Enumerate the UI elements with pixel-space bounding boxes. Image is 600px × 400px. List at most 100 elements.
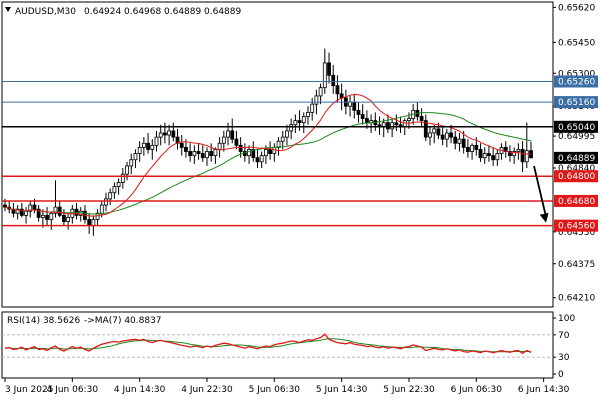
candle-body [520,149,525,163]
candle-body [125,165,129,175]
candle-body [213,149,218,157]
candle-body [196,151,201,154]
level-label-box [554,75,598,88]
candle-body [112,186,117,194]
candle-body [508,151,512,157]
candle-body [314,95,319,105]
candle-body [449,132,453,138]
candle-body [49,212,54,220]
candle-body [45,214,49,220]
candle [478,143,483,162]
candle-body [436,128,441,136]
candle-body [352,101,357,111]
candle-body [163,132,167,136]
candle-body [331,74,336,87]
candle-body [251,149,256,159]
candle [146,132,150,154]
candle-body [297,120,302,124]
chart-symbol: AUDUSD,M30 [15,7,76,17]
price-panel: 0.656200.654500.653000.651400.649950.648… [1,1,598,308]
candle [150,139,155,160]
candle-body [24,210,28,216]
candle [158,124,163,146]
candle-body [133,153,138,161]
candle-body [141,142,146,148]
candle [470,143,474,160]
candle-body [116,182,121,187]
candle-body [179,142,184,148]
candle-body [394,122,399,126]
candle [453,130,458,150]
collapse-triangle-icon[interactable] [5,7,11,12]
candle [57,200,62,218]
candle [301,112,306,133]
time-tick-label: 6 Jun 06:30 [451,385,503,395]
candle-body [234,138,239,146]
candle [293,114,298,133]
time-tick-label: 3 Jun 2025 [5,385,53,395]
candle-body [327,62,331,76]
candle [516,143,521,160]
candle-body [453,136,458,144]
candle [125,161,129,181]
candle-body [36,208,41,218]
candle-body [171,130,176,138]
candle [49,211,54,230]
candle [129,153,134,175]
candle [209,143,214,162]
price-tick-label: 0.65300 [558,69,595,79]
candle-body [146,142,150,150]
candle-body [335,85,340,95]
chart-close: 0.64889 [204,7,241,17]
price-tick-label: 0.64995 [558,132,595,142]
candle [259,151,264,168]
level-label: 0.65160 [558,98,595,108]
candle-body [104,198,108,206]
candle-body [457,138,462,144]
candle-body [188,151,193,157]
candle [230,118,235,144]
level-label: 0.64680 [558,197,595,207]
candle-body [53,206,58,214]
rsi-tick-label: 100 [558,314,575,324]
candle [491,147,496,166]
price-tick-label: 0.64375 [558,260,595,270]
candle [465,139,470,158]
candle [322,48,327,94]
candle-body [301,116,306,124]
candle [36,205,41,222]
chart-high: 0.64968 [124,7,161,17]
candle-body [255,157,260,163]
candle-body [440,134,445,140]
candle [137,141,142,162]
candle [390,118,395,138]
candle-body [11,208,16,214]
candle-body [167,130,172,136]
candle [200,145,205,162]
rsi-tick-label: 0 [558,370,564,380]
candle [184,139,188,158]
candle [306,106,310,125]
candle [62,209,66,226]
chart-low: 0.64889 [164,7,201,17]
candle-body [200,153,205,159]
candle-body [15,208,20,214]
candle-body [310,103,315,113]
candle-body [495,153,500,161]
candle [335,75,340,103]
candle [154,130,159,152]
candle-body [205,151,209,159]
candle-body [390,122,395,130]
chart-open: 0.64924 [84,7,121,17]
level-label: 0.64800 [558,172,595,182]
candle-body [419,116,424,122]
candle-body [120,173,125,183]
candle-body [444,132,449,140]
candle-body [57,206,62,216]
candle-body [3,204,7,208]
candle-body [40,214,45,218]
candle-body [503,146,508,152]
price-tick-label: 0.64530 [558,228,595,238]
candle [104,192,108,212]
